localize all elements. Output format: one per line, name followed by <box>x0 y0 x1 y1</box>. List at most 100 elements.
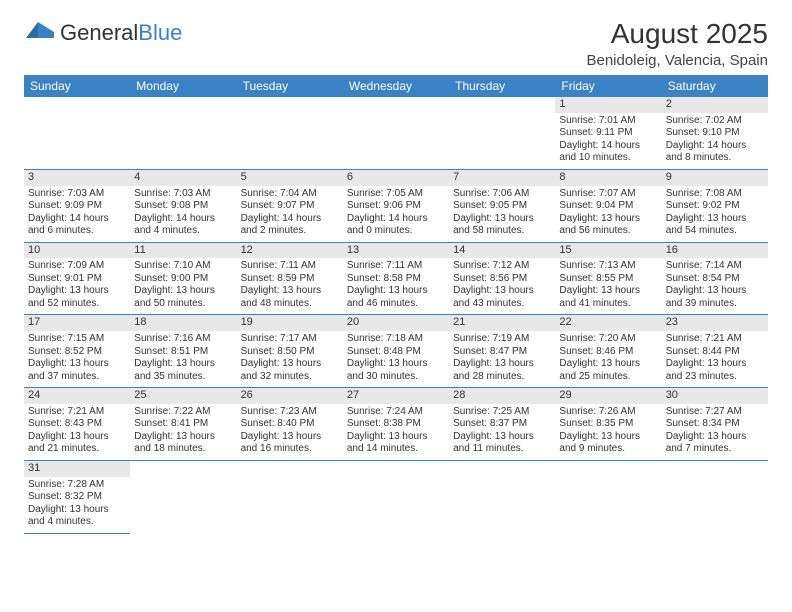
sunset-line: Sunset: 8:54 PM <box>666 273 764 286</box>
day-number: 1 <box>555 97 661 113</box>
sunrise-line: Sunrise: 7:21 AM <box>666 333 764 346</box>
calendar-cell: 6Sunrise: 7:05 AMSunset: 9:06 PMDaylight… <box>343 169 449 242</box>
sunrise-line: Sunrise: 7:20 AM <box>559 333 657 346</box>
sunrise-line: Sunrise: 7:08 AM <box>666 188 764 201</box>
calendar-cell: 10Sunrise: 7:09 AMSunset: 9:01 PMDayligh… <box>24 242 130 315</box>
daylight-line: Daylight: 14 hours and 4 minutes. <box>134 213 232 238</box>
day-number: 4 <box>130 170 236 186</box>
day-number: 5 <box>237 170 343 186</box>
day-number: 14 <box>449 243 555 259</box>
sunrise-line: Sunrise: 7:05 AM <box>347 188 445 201</box>
sunrise-line: Sunrise: 7:26 AM <box>559 406 657 419</box>
sunset-line: Sunset: 8:44 PM <box>666 346 764 359</box>
sunrise-line: Sunrise: 7:14 AM <box>666 260 764 273</box>
logo: GeneralBlue <box>24 18 182 47</box>
daylight-line: Daylight: 13 hours and 23 minutes. <box>666 358 764 383</box>
calendar-body: 1Sunrise: 7:01 AMSunset: 9:11 PMDaylight… <box>24 97 768 533</box>
day-number: 3 <box>24 170 130 186</box>
daylight-line: Daylight: 14 hours and 10 minutes. <box>559 140 657 165</box>
sunrise-line: Sunrise: 7:22 AM <box>134 406 232 419</box>
sunrise-line: Sunrise: 7:03 AM <box>134 188 232 201</box>
day-number: 9 <box>662 170 768 186</box>
calendar-cell: 2Sunrise: 7:02 AMSunset: 9:10 PMDaylight… <box>662 97 768 169</box>
calendar-row: 1Sunrise: 7:01 AMSunset: 9:11 PMDaylight… <box>24 97 768 169</box>
sunset-line: Sunset: 9:00 PM <box>134 273 232 286</box>
sunset-line: Sunset: 8:56 PM <box>453 273 551 286</box>
daylight-line: Daylight: 13 hours and 4 minutes. <box>28 504 126 529</box>
sunrise-line: Sunrise: 7:16 AM <box>134 333 232 346</box>
daylight-line: Daylight: 13 hours and 16 minutes. <box>241 431 339 456</box>
day-number: 11 <box>130 243 236 259</box>
sunset-line: Sunset: 8:51 PM <box>134 346 232 359</box>
calendar-cell: 19Sunrise: 7:17 AMSunset: 8:50 PMDayligh… <box>237 315 343 388</box>
daylight-line: Daylight: 14 hours and 2 minutes. <box>241 213 339 238</box>
sunrise-line: Sunrise: 7:12 AM <box>453 260 551 273</box>
header: GeneralBlue August 2025 Benidoleig, Vale… <box>24 18 768 69</box>
daylight-line: Daylight: 14 hours and 8 minutes. <box>666 140 764 165</box>
day-number: 18 <box>130 315 236 331</box>
calendar-cell: 22Sunrise: 7:20 AMSunset: 8:46 PMDayligh… <box>555 315 661 388</box>
calendar-cell: 17Sunrise: 7:15 AMSunset: 8:52 PMDayligh… <box>24 315 130 388</box>
daylight-line: Daylight: 13 hours and 41 minutes. <box>559 285 657 310</box>
title-block: August 2025 Benidoleig, Valencia, Spain <box>586 18 768 69</box>
daylight-line: Daylight: 13 hours and 11 minutes. <box>453 431 551 456</box>
day-number: 21 <box>449 315 555 331</box>
calendar-cell-empty <box>662 460 768 533</box>
calendar-cell: 26Sunrise: 7:23 AMSunset: 8:40 PMDayligh… <box>237 388 343 461</box>
sunset-line: Sunset: 8:47 PM <box>453 346 551 359</box>
calendar-cell: 7Sunrise: 7:06 AMSunset: 9:05 PMDaylight… <box>449 169 555 242</box>
sunset-line: Sunset: 8:40 PM <box>241 418 339 431</box>
calendar-row: 10Sunrise: 7:09 AMSunset: 9:01 PMDayligh… <box>24 242 768 315</box>
day-number: 27 <box>343 388 449 404</box>
weekday-header: Saturday <box>662 75 768 97</box>
sunrise-line: Sunrise: 7:21 AM <box>28 406 126 419</box>
daylight-line: Daylight: 13 hours and 43 minutes. <box>453 285 551 310</box>
calendar-cell: 8Sunrise: 7:07 AMSunset: 9:04 PMDaylight… <box>555 169 661 242</box>
sunset-line: Sunset: 9:05 PM <box>453 200 551 213</box>
day-number: 31 <box>24 461 130 477</box>
sunrise-line: Sunrise: 7:24 AM <box>347 406 445 419</box>
sunset-line: Sunset: 8:59 PM <box>241 273 339 286</box>
daylight-line: Daylight: 13 hours and 28 minutes. <box>453 358 551 383</box>
sunset-line: Sunset: 8:48 PM <box>347 346 445 359</box>
calendar-row: 3Sunrise: 7:03 AMSunset: 9:09 PMDaylight… <box>24 169 768 242</box>
calendar-cell-empty <box>24 97 130 169</box>
calendar-cell-empty <box>343 460 449 533</box>
daylight-line: Daylight: 13 hours and 58 minutes. <box>453 213 551 238</box>
sunset-line: Sunset: 8:55 PM <box>559 273 657 286</box>
daylight-line: Daylight: 13 hours and 30 minutes. <box>347 358 445 383</box>
daylight-line: Daylight: 13 hours and 25 minutes. <box>559 358 657 383</box>
logo-part1: General <box>60 20 138 45</box>
logo-text: GeneralBlue <box>60 20 182 46</box>
sunset-line: Sunset: 9:10 PM <box>666 127 764 140</box>
sunrise-line: Sunrise: 7:15 AM <box>28 333 126 346</box>
sunset-line: Sunset: 8:38 PM <box>347 418 445 431</box>
day-number: 24 <box>24 388 130 404</box>
location: Benidoleig, Valencia, Spain <box>586 52 768 69</box>
calendar-cell: 12Sunrise: 7:11 AMSunset: 8:59 PMDayligh… <box>237 242 343 315</box>
day-number: 15 <box>555 243 661 259</box>
calendar-cell-empty <box>555 460 661 533</box>
weekday-header: Monday <box>130 75 236 97</box>
calendar-cell: 20Sunrise: 7:18 AMSunset: 8:48 PMDayligh… <box>343 315 449 388</box>
calendar-cell: 24Sunrise: 7:21 AMSunset: 8:43 PMDayligh… <box>24 388 130 461</box>
weekday-header: Wednesday <box>343 75 449 97</box>
day-number: 20 <box>343 315 449 331</box>
sunset-line: Sunset: 8:50 PM <box>241 346 339 359</box>
daylight-line: Daylight: 13 hours and 32 minutes. <box>241 358 339 383</box>
sunrise-line: Sunrise: 7:11 AM <box>347 260 445 273</box>
day-number: 8 <box>555 170 661 186</box>
sunset-line: Sunset: 8:46 PM <box>559 346 657 359</box>
day-number: 28 <box>449 388 555 404</box>
calendar-row: 17Sunrise: 7:15 AMSunset: 8:52 PMDayligh… <box>24 315 768 388</box>
calendar-cell: 3Sunrise: 7:03 AMSunset: 9:09 PMDaylight… <box>24 169 130 242</box>
daylight-line: Daylight: 13 hours and 56 minutes. <box>559 213 657 238</box>
day-number: 7 <box>449 170 555 186</box>
sunset-line: Sunset: 8:41 PM <box>134 418 232 431</box>
sunset-line: Sunset: 9:02 PM <box>666 200 764 213</box>
weekday-header: Sunday <box>24 75 130 97</box>
day-number: 23 <box>662 315 768 331</box>
sunrise-line: Sunrise: 7:10 AM <box>134 260 232 273</box>
logo-icon <box>24 18 58 47</box>
sunrise-line: Sunrise: 7:13 AM <box>559 260 657 273</box>
